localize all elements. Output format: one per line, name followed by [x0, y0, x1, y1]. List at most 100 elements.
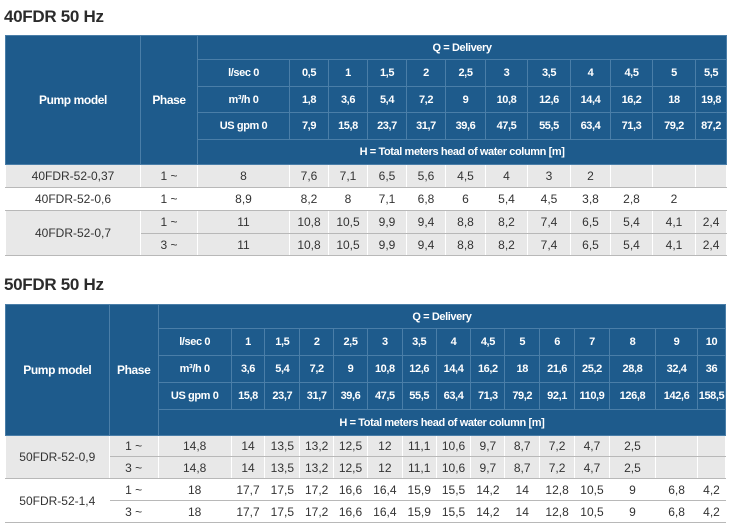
head-value: 4,1: [652, 210, 696, 234]
head-value: 14,2: [470, 500, 506, 523]
phase-cell: 3 ~: [140, 233, 198, 256]
head-value: 10,6: [435, 456, 472, 479]
flow-value: 63,4: [570, 112, 611, 140]
head-value: 7,4: [527, 210, 571, 234]
unit-label: m³/h 0: [157, 355, 232, 383]
head-value: 8,8: [445, 210, 486, 234]
unit-label: l/sec 0: [197, 59, 290, 87]
head-value: 5,4: [610, 210, 653, 234]
head-value: [697, 456, 726, 479]
flow-value: 5: [652, 59, 696, 87]
pump-model-cell: 40FDR-52-0,7: [5, 210, 141, 256]
header-phase: Phase: [140, 35, 198, 165]
header-head: H = Total meters head of water column [m…: [196, 139, 728, 165]
table-row: 3 ~11 10,8 10,5 9,9 9,4 8,8 8,2 7,4 6,5 5,4 4,1 2,4: [6, 233, 728, 256]
flow-value: 31,7: [299, 382, 335, 410]
head-value: 5,6: [406, 164, 446, 188]
head-value: 18: [157, 500, 232, 523]
phase-cell: 1 ~: [140, 164, 198, 188]
flow-value: 23,7: [367, 112, 407, 140]
head-value: 10,5: [328, 233, 368, 256]
flow-value: 1,5: [264, 328, 301, 356]
flow-value: 3,6: [328, 86, 368, 113]
head-value: 2,5: [608, 435, 657, 457]
flow-value: 2,5: [333, 328, 368, 356]
head-value: 10,8: [289, 233, 329, 256]
flow-value: 92,1: [539, 382, 576, 410]
head-value: 8,7: [504, 456, 541, 479]
unit-label: m³/h 0: [197, 86, 290, 113]
head-value: 13,2: [299, 456, 335, 479]
head-value: 2,5: [608, 456, 657, 479]
head-value: 13,2: [299, 435, 335, 457]
flow-value: 12,6: [401, 355, 437, 383]
head-value: 7,1: [328, 164, 368, 188]
flow-value: 14,4: [435, 355, 472, 383]
flow-value: 142,6: [655, 382, 699, 410]
head-value: 9,7: [470, 435, 506, 457]
head-value: 12,8: [539, 500, 576, 523]
flow-value: 3: [366, 328, 403, 356]
flow-value: 79,2: [504, 382, 541, 410]
head-value: 7,4: [527, 233, 571, 256]
head-value: 17,5: [264, 500, 301, 523]
head-value: 17,7: [230, 478, 266, 501]
flow-value: 5,4: [367, 86, 407, 113]
flow-value: 7,2: [299, 355, 335, 383]
flow-value: 3,5: [401, 328, 437, 356]
flow-value: 31,7: [406, 112, 446, 140]
head-value: 2,4: [694, 210, 728, 234]
head-value: [655, 456, 699, 479]
head-value: 10,8: [289, 210, 329, 234]
head-value: 9: [608, 500, 657, 523]
head-value: 3,8: [570, 187, 611, 211]
table-title-40fdr: 40FDR 50 Hz: [4, 7, 104, 26]
table-row: 50FDR-52-1,4 1 ~18 17,7 17,5 17,2 16,6 16,4 15,…: [5, 478, 726, 523]
head-value: 4,1: [652, 233, 696, 256]
flow-value: 2,5: [445, 59, 486, 87]
head-value: 6,8: [655, 478, 699, 501]
head-value: 7,2: [539, 456, 576, 479]
head-value: 9,4: [406, 210, 446, 234]
flow-value: 9: [445, 86, 486, 113]
table-title-50fdr: 50FDR 50 Hz: [4, 275, 104, 294]
flow-value: 3: [485, 59, 528, 87]
phase-cell: 3 ~: [108, 500, 159, 523]
flow-value: 8: [608, 328, 657, 356]
flow-value: 39,6: [445, 112, 486, 140]
head-value: 4,2: [697, 500, 726, 523]
head-value: 2: [652, 187, 696, 211]
table-row: 3 ~14,8 14 13,5 13,2 12,5 12 11,1 10,6 9,7 8,7 7,2…: [6, 456, 726, 479]
flow-value: 7,2: [406, 86, 446, 113]
head-value: 14,2: [470, 478, 506, 501]
head-value: [610, 164, 653, 188]
pump-model-cell: 50FDR-52-1,4: [5, 478, 110, 523]
flow-value: 87,2: [694, 112, 728, 140]
flow-value: 55,5: [527, 112, 571, 140]
head-value: 14: [230, 435, 266, 457]
phase-cell: 1 ~: [108, 478, 159, 501]
head-value: 14: [504, 500, 541, 523]
head-value: 10,5: [574, 478, 610, 501]
head-value: 5,4: [610, 233, 653, 256]
flow-value: 0,5: [289, 59, 329, 87]
flow-value: 47,5: [366, 382, 403, 410]
head-value: 8,2: [485, 210, 528, 234]
pump-model-cell: 40FDR-52-0,37: [5, 164, 141, 188]
head-value: 12: [366, 435, 403, 457]
head-value: 17,2: [299, 500, 335, 523]
head-value: 10,5: [574, 500, 610, 523]
head-value: 6: [445, 187, 486, 211]
header-delivery: Q = Delivery: [196, 35, 728, 60]
flow-value: 18: [504, 355, 541, 383]
flow-value: 1,8: [289, 86, 329, 113]
head-value: 9,4: [406, 233, 446, 256]
head-value: 11,1: [401, 456, 437, 479]
flow-value: 4: [570, 59, 611, 87]
head-value: 14: [230, 456, 266, 479]
flow-value: 16,2: [610, 86, 653, 113]
flow-value: 9: [333, 355, 368, 383]
head-value: 6,5: [367, 164, 407, 188]
head-value: 14,8: [157, 435, 232, 457]
flow-value: 158,5: [697, 382, 726, 410]
